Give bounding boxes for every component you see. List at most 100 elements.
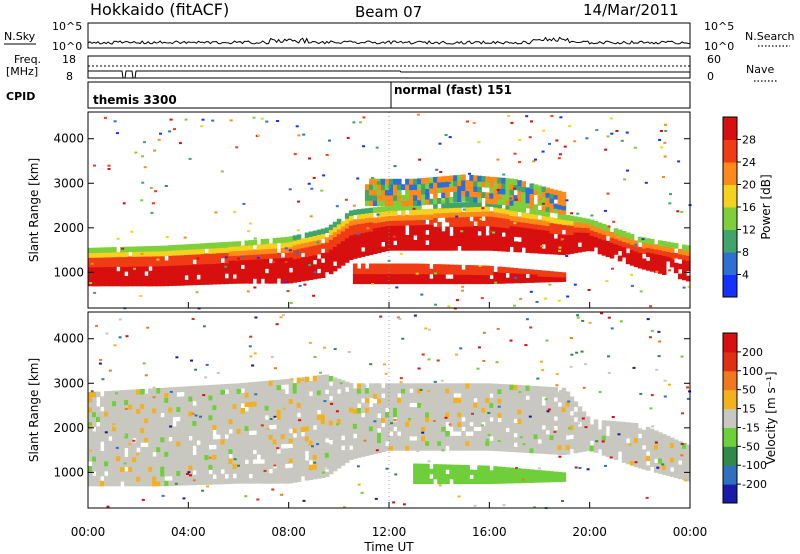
velocity-cell [613,430,619,437]
velocity-cell [537,434,543,440]
velocity-cell [457,426,462,432]
power-cell [405,273,410,280]
power-cell [493,202,498,208]
power-cell [489,198,494,205]
power-cell [300,271,306,277]
velocity-cell [104,435,109,442]
power-cell [393,273,398,280]
power-cell [425,273,430,280]
velocity-cell [160,441,165,448]
velocity-cell [477,445,482,451]
velocity-cell [196,415,201,421]
power-cell [144,265,149,272]
power-cell [577,237,583,243]
power-cell [393,178,398,185]
power-cell [529,247,535,254]
velocity-cell [621,432,627,438]
velocity-cell [148,432,153,438]
velocity-cell [276,424,282,430]
power-cell [417,273,422,280]
velocity-cell [481,402,486,408]
freq-tick-lo: 8 [66,70,73,83]
velocity-speckle [651,425,655,428]
power-cell [92,281,97,287]
velocity-cell [465,478,470,485]
velocity-cell [477,392,482,399]
power-cell [537,270,543,277]
power-cell [445,186,450,193]
power-cell [212,278,217,285]
power-cell [449,196,454,203]
velocity-speckle [101,378,105,381]
power-cell [104,280,109,287]
power-cell [465,216,470,222]
velocity-cell [176,436,181,442]
power-cell [312,235,318,241]
power-cell [389,215,394,221]
velocity-cell [517,468,522,474]
velocity-cell [469,478,474,485]
power-cell [389,273,394,280]
colorbar-swatch [723,162,737,185]
power-speckle [573,283,577,286]
velocity-cell [240,413,246,419]
velocity-speckle [546,410,550,413]
power-cell [465,230,470,237]
velocity-cell [348,392,354,398]
power-cell [525,269,531,275]
power-cell [541,191,547,197]
velocity-cell [385,445,390,452]
nave-tick-hi: 60 [707,53,721,66]
power-cell [465,278,470,285]
velocity-cell [336,448,342,454]
power-cell [152,275,157,282]
velocity-cell [176,465,181,471]
power-cell [533,184,539,190]
velocity-cell [224,428,230,435]
power-cell [393,189,398,196]
power-cell [497,217,502,223]
velocity-cell [244,473,250,479]
velocity-cell [116,415,121,422]
velocity-cell [673,439,679,445]
power-cell [437,208,442,214]
velocity-cell [372,393,378,399]
power-cell [473,201,478,208]
power-cell [617,229,623,236]
velocity-cell [525,385,531,391]
power-cell [92,262,97,268]
velocity-cell [665,470,671,476]
power-cell [312,245,318,251]
power-cell [641,248,647,254]
velocity-cell [485,383,490,389]
velocity-cell [184,415,189,422]
velocity-cell [212,449,217,455]
power-cell [88,266,93,273]
velocity-cell [405,392,410,399]
power-cell [240,250,246,256]
power-cell [669,261,675,268]
colorbar-swatch [723,370,737,391]
power-cell [300,238,306,244]
velocity-cell [164,466,169,472]
velocity-cell [481,407,486,413]
colorbar-tick-label: 200 [742,346,763,359]
power-cell [489,192,494,199]
power-cell [389,235,394,241]
velocity-cell [517,404,522,410]
power-speckle [143,166,147,169]
power-speckle [606,135,610,138]
velocity-cell [156,407,161,414]
velocity-cell [224,418,230,425]
velocity-speckle [634,461,638,464]
velocity-cell [88,416,93,423]
velocity-cell [521,442,526,448]
velocity-cell [364,426,370,432]
velocity-cell [228,458,234,464]
power-heatmap [88,112,692,310]
power-cell [686,265,691,272]
power-cell [100,266,105,272]
power-cell [485,176,490,183]
power-cell [112,280,117,287]
velocity-cell [148,456,153,463]
